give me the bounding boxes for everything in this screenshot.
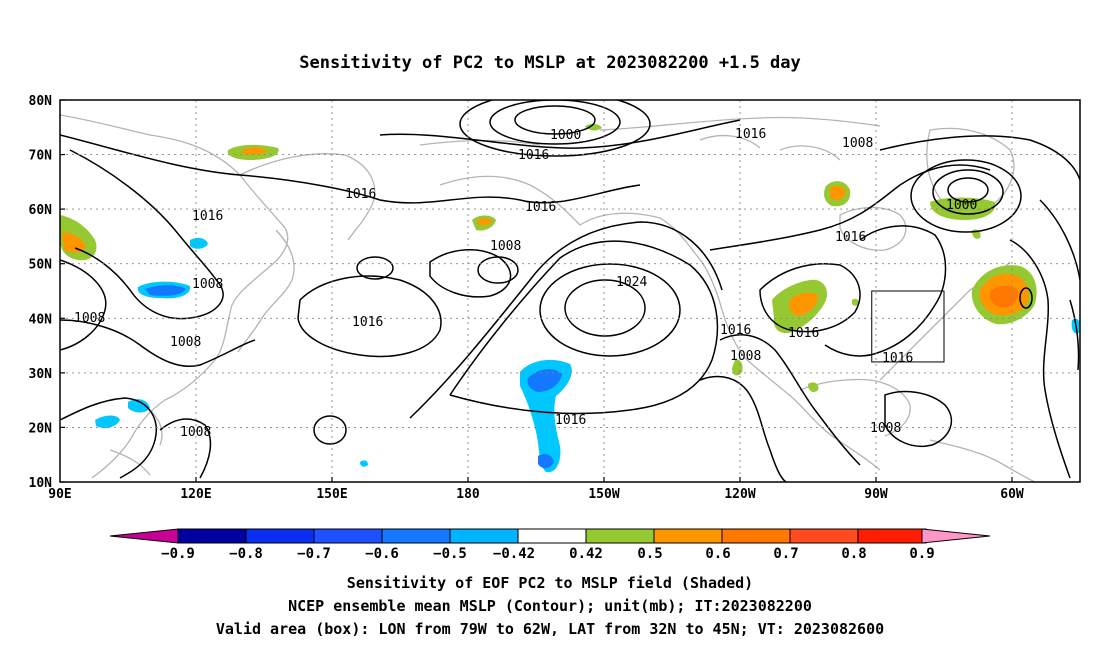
contour-label: 1016 xyxy=(720,323,751,338)
contour-label: 1000 xyxy=(946,198,977,213)
contour-label: 1016 xyxy=(345,187,376,202)
colorbar-low-arrow xyxy=(109,528,179,544)
lon-tick-label: 90W xyxy=(864,487,888,502)
colorbar-label: −0.9 xyxy=(161,546,195,562)
colorbar-label: −0.5 xyxy=(433,546,467,562)
caption-line-1: Sensitivity of EOF PC2 to MSLP field (Sh… xyxy=(347,574,753,592)
contour-label: 1008 xyxy=(170,335,201,350)
colorbar-box xyxy=(245,528,315,544)
tick-marks xyxy=(60,99,1013,483)
lon-tick-label: 120E xyxy=(180,487,211,502)
contour-label: 1016 xyxy=(192,209,223,224)
valid-area-box xyxy=(871,290,945,363)
lat-axis: 80N 70N 60N 50N 40N 30N 20N 10N xyxy=(29,94,53,491)
contour-labels: 1000 1016 1016 1008 1016 1016 1008 1016 … xyxy=(74,127,977,440)
colorbar-label: 0.8 xyxy=(841,546,866,562)
patch-57n-60w xyxy=(930,197,996,220)
colorbar-label: 0.6 xyxy=(705,546,730,562)
contour-label: 1008 xyxy=(870,421,901,436)
map-frame xyxy=(59,99,1081,483)
contour-label: 1008 xyxy=(192,277,223,292)
contour-label: 1016 xyxy=(352,315,383,330)
lon-tick-label: 120W xyxy=(724,487,755,502)
colorbar-box xyxy=(449,528,519,544)
contour-label: 1008 xyxy=(490,239,521,254)
lon-tick-label: 150E xyxy=(316,487,347,502)
figure-title: Sensitivity of PC2 to MSLP at 2023082200… xyxy=(299,53,801,73)
contour-label: 1016 xyxy=(518,148,549,163)
sensitivity-shading xyxy=(60,123,1080,473)
lat-tick-label: 10N xyxy=(29,476,53,491)
colorbar-label: −0.8 xyxy=(229,546,263,562)
mslp-contours xyxy=(60,100,1080,482)
lat-tick-label: 70N xyxy=(29,149,53,164)
lat-tick-label: 50N xyxy=(29,258,53,273)
colorbar-label: 0.7 xyxy=(773,546,798,562)
contour-label: 1008 xyxy=(74,311,105,326)
colorbar-label: −0.42 xyxy=(493,546,535,562)
lat-tick-label: 30N xyxy=(29,367,53,382)
colorbar-label: 0.9 xyxy=(909,546,934,562)
lat-tick-label: 80N xyxy=(29,94,53,109)
lon-axis: 90E 120E 150E 180 150W 120W 90W 60W xyxy=(48,487,1024,502)
contour-label: 1008 xyxy=(180,425,211,440)
contour-label: 1016 xyxy=(882,351,913,366)
colorbar-label: −0.6 xyxy=(365,546,399,562)
colorbar-box xyxy=(517,528,587,544)
lat-tick-label: 40N xyxy=(29,312,53,327)
colorbar-label: 0.42 xyxy=(569,546,603,562)
contour-label: 1008 xyxy=(730,349,761,364)
colorbar-boxes xyxy=(177,528,927,544)
contour-label: 1016 xyxy=(525,200,556,215)
contour-label: 1000 xyxy=(550,128,581,143)
lat-tick-label: 20N xyxy=(29,421,53,436)
caption-line-2: NCEP ensemble mean MSLP (Contour); unit(… xyxy=(288,597,812,615)
colorbar-label: 0.5 xyxy=(637,546,662,562)
colorbar-label: −0.7 xyxy=(297,546,331,562)
contour-label: 1016 xyxy=(835,230,866,245)
colorbar-box xyxy=(177,528,247,544)
colorbar-labels: −0.9 −0.8 −0.7 −0.6 −0.5 −0.42 0.42 0.5 … xyxy=(161,546,935,562)
contour-label: 1008 xyxy=(842,136,873,151)
map-panel: 1000 1016 1016 1008 1016 1016 1008 1016 … xyxy=(29,94,1081,502)
lon-tick-label: 150W xyxy=(588,487,619,502)
contour-label: 1024 xyxy=(616,275,647,290)
colorbar-box xyxy=(313,528,383,544)
colorbar-box xyxy=(585,528,655,544)
colorbar: −0.9 −0.8 −0.7 −0.6 −0.5 −0.42 0.42 0.5 … xyxy=(109,528,991,562)
lon-tick-label: 60W xyxy=(1000,487,1024,502)
contour-label: 1016 xyxy=(788,326,819,341)
colorbar-box xyxy=(721,528,791,544)
colorbar-box xyxy=(381,528,451,544)
caption: Sensitivity of EOF PC2 to MSLP field (Sh… xyxy=(216,574,884,638)
lon-tick-label: 90E xyxy=(48,487,71,502)
colorbar-high-arrow xyxy=(921,528,991,544)
caption-line-3: Valid area (box): LON from 79W to 62W, L… xyxy=(216,620,884,638)
colorbar-box xyxy=(857,528,927,544)
gridlines xyxy=(60,100,1080,482)
colorbar-box xyxy=(789,528,859,544)
contour-label: 1016 xyxy=(735,127,766,142)
colorbar-box xyxy=(653,528,723,544)
lon-tick-label: 180 xyxy=(456,487,480,502)
contour-label: 1016 xyxy=(555,413,586,428)
lat-tick-label: 60N xyxy=(29,203,53,218)
